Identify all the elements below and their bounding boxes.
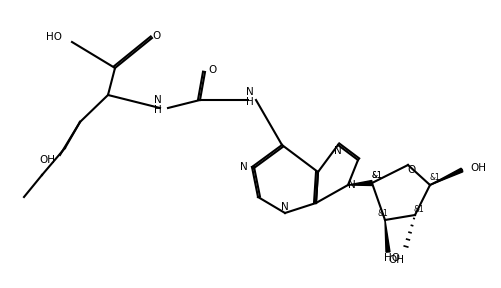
Text: O: O	[407, 165, 415, 175]
Text: N: N	[334, 146, 341, 156]
Text: &1: &1	[371, 170, 382, 179]
Text: &1: &1	[413, 204, 423, 213]
Text: H: H	[154, 105, 161, 115]
Text: OH: OH	[469, 163, 485, 173]
Text: H: H	[245, 97, 254, 107]
Polygon shape	[384, 220, 389, 252]
Text: OH: OH	[39, 155, 55, 165]
Text: OH: OH	[387, 255, 403, 265]
Text: HO: HO	[383, 253, 399, 263]
Text: &1: &1	[377, 209, 388, 219]
Text: O: O	[208, 65, 217, 75]
Polygon shape	[429, 168, 462, 185]
Text: N: N	[347, 180, 355, 190]
Text: N: N	[281, 202, 288, 212]
Text: N: N	[154, 95, 161, 105]
Text: HO: HO	[46, 32, 62, 42]
Text: N: N	[239, 162, 247, 172]
Polygon shape	[347, 181, 371, 185]
Text: &1: &1	[429, 173, 439, 181]
Text: N: N	[245, 87, 254, 97]
Text: &1: &1	[371, 170, 382, 179]
Text: O: O	[153, 31, 161, 41]
